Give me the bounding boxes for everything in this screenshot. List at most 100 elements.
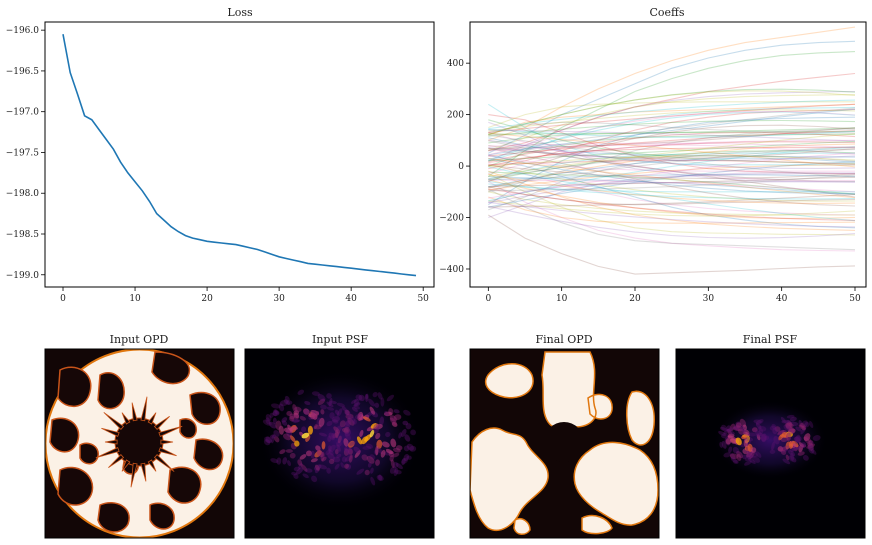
- coeff-series-line: [488, 176, 856, 195]
- coeff-series-line: [488, 147, 855, 167]
- coeffs-ytick-label: 0: [458, 162, 464, 172]
- loss-ytick-label: −197.5: [6, 148, 40, 158]
- coeff-series-line: [488, 173, 856, 204]
- coeff-series-line: [488, 157, 856, 188]
- input-opd-image: [45, 349, 234, 538]
- loss-xtick-label: 0: [60, 294, 66, 304]
- final-opd-panel: Final OPD: [469, 333, 660, 539]
- coeffs-xtick-label: 20: [629, 294, 641, 304]
- coeff-series-line: [488, 90, 856, 162]
- input-psf-panel: Input PSF: [244, 333, 435, 539]
- coeff-series-line: [488, 101, 855, 129]
- loss-ytick-label: −197.0: [6, 108, 40, 118]
- loss-series-line: [62, 34, 417, 277]
- coeffs-title: Coeffs: [649, 6, 684, 19]
- coeff-series-line: [488, 121, 856, 184]
- coeff-series-line: [488, 214, 856, 275]
- coeff-series-line: [488, 127, 856, 150]
- coeff-series-line: [488, 108, 856, 156]
- coeff-series-line: [488, 127, 856, 135]
- coeff-series-line: [488, 155, 856, 167]
- coeff-series-line: [488, 154, 856, 195]
- coeff-series-line: [488, 172, 856, 204]
- coeff-series-line: [488, 110, 856, 156]
- coeff-series-line: [488, 106, 856, 162]
- coeffs-ticks: 0 10 20 30 40 50 −400 −200 0 200 400: [439, 59, 861, 304]
- loss-xtick-label: 50: [417, 294, 429, 304]
- coeff-series-line: [488, 174, 856, 181]
- coeffs-xtick-label: 50: [849, 294, 861, 304]
- coeff-series-line: [488, 146, 856, 161]
- coeff-series-line: [488, 180, 855, 203]
- loss-xtick-label: 40: [345, 294, 357, 304]
- final-psf-title: Final PSF: [743, 333, 798, 346]
- coeff-series-line: [488, 144, 856, 155]
- coeffs-xtick-label: 10: [556, 294, 568, 304]
- coeff-series-line: [488, 88, 856, 135]
- coeff-series-line: [488, 157, 856, 229]
- coeffs-ytick-label: −200: [439, 214, 464, 224]
- loss-ytick-label: −196.0: [6, 26, 40, 36]
- loss-xtick-label: 10: [129, 294, 141, 304]
- coeff-series-line: [488, 147, 856, 207]
- coeff-series-line: [488, 94, 856, 152]
- coeff-series-line: [488, 157, 856, 199]
- loss-plot-area: [62, 34, 417, 277]
- coeff-series-line: [488, 170, 856, 231]
- final-opd-image: [470, 349, 659, 538]
- coeffs-plot-area: [487, 26, 856, 275]
- coeff-series-line: [488, 119, 856, 165]
- coeff-series-line: [488, 188, 856, 221]
- coeff-series-line: [488, 144, 856, 198]
- input-psf-title: Input PSF: [312, 333, 368, 346]
- coeff-series-line: [488, 161, 856, 208]
- coeff-series-line: [488, 205, 856, 239]
- coeff-series-line: [488, 174, 856, 192]
- coeff-series-line: [488, 145, 856, 189]
- input-opd-title: Input OPD: [110, 333, 169, 346]
- coeff-series-line: [488, 133, 856, 167]
- loss-xtick-label: 30: [273, 294, 285, 304]
- coeff-series-line: [488, 134, 856, 178]
- coeff-series-line: [488, 107, 856, 152]
- loss-ytick-label: −198.5: [6, 230, 40, 240]
- coeff-series-line: [488, 132, 856, 168]
- coeff-series-line: [488, 26, 856, 141]
- coeff-series-line: [488, 72, 856, 152]
- coeff-series-line: [488, 131, 856, 162]
- loss-xtick-label: 20: [201, 294, 213, 304]
- coeff-series-line: [488, 139, 856, 175]
- coeff-series-line: [488, 149, 856, 211]
- coeff-series-line: [488, 183, 856, 200]
- coeffs-xtick-label: 40: [776, 294, 788, 304]
- coeff-series-line: [488, 164, 856, 180]
- coeff-series-line: [488, 121, 856, 134]
- coeff-series-line: [488, 90, 856, 136]
- coeff-series-line: [488, 201, 856, 228]
- coeff-series-line: [488, 130, 856, 157]
- coeff-series-line: [488, 146, 856, 202]
- coeff-series-line: [488, 108, 856, 170]
- final-psf-panel: Final PSF: [675, 333, 866, 539]
- coeff-series-line: [488, 137, 856, 158]
- coeff-series-line: [488, 129, 856, 142]
- input-opd-panel: Input OPD: [44, 333, 235, 539]
- coeff-series-line: [488, 140, 856, 183]
- coeff-series-line: [488, 128, 856, 193]
- coeff-series-line: [488, 116, 856, 206]
- loss-ticks: 0 10 20 30 40 50 −196.0 −196.5 −197.0 −197.5 −198.…: [6, 26, 430, 304]
- coeff-series-line: [488, 147, 856, 159]
- coeff-series-line: [488, 196, 856, 224]
- coeff-series-line: [488, 200, 856, 217]
- coeff-series-line: [488, 171, 856, 195]
- coeff-series-line: [488, 103, 856, 136]
- coeff-series-line: [488, 150, 856, 181]
- coeff-series-line: [488, 193, 856, 208]
- coeffs-ytick-label: 400: [447, 59, 464, 69]
- loss-ytick-label: −196.5: [6, 67, 40, 77]
- final-psf-image: [676, 349, 865, 538]
- coeff-series-line: [488, 40, 856, 154]
- coeff-series-line: [488, 133, 856, 178]
- coeff-series-line: [488, 99, 856, 130]
